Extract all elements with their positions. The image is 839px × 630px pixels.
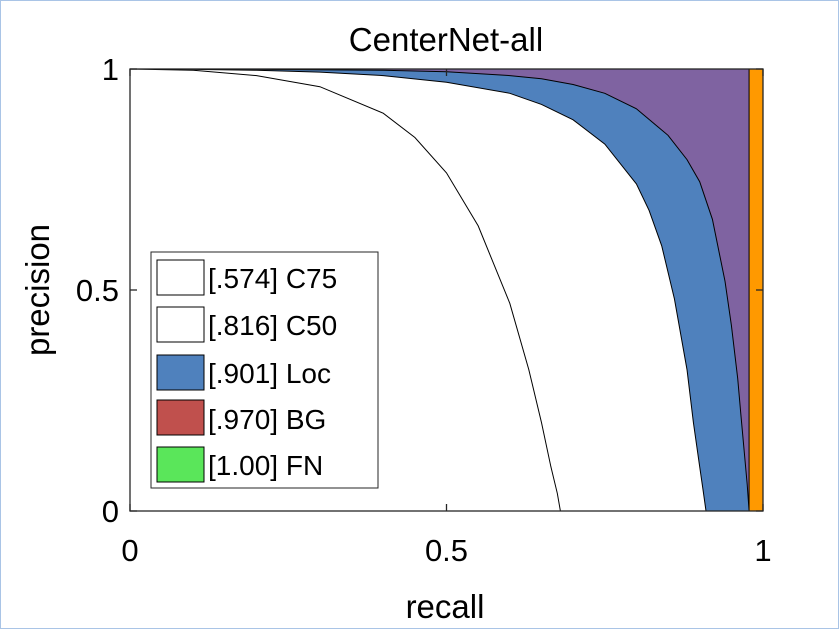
x-tick-label: 0: [121, 533, 138, 568]
tick-marks: [129, 68, 764, 512]
x-axis-label: recall: [406, 588, 485, 625]
legend: [.574] C75 [.816] C50 [.901] Loc [.970] …: [150, 251, 379, 489]
y-axis-label: precision: [19, 224, 56, 356]
legend-item-bg: [.970] BG: [156, 399, 326, 436]
x-tick-label: 0.5: [425, 533, 468, 568]
legend-swatch-loc: [156, 354, 205, 391]
y-tick-label: 0: [102, 494, 119, 529]
legend-swatch-c75: [156, 259, 205, 296]
legend-label-c50: [.816] C50: [208, 310, 337, 341]
legend-label-bg: [.970] BG: [208, 404, 326, 435]
y-tick-label: 1: [102, 52, 119, 87]
legend-label-fn: [1.00] FN: [208, 450, 323, 481]
legend-label-loc: [.901] Loc: [208, 358, 331, 389]
legend-label-c75: [.574] C75: [208, 263, 337, 294]
legend-swatch-fn: [156, 446, 205, 483]
legend-swatch-bg: [156, 399, 205, 436]
legend-item-fn: [1.00] FN: [156, 446, 323, 483]
legend-item-loc: [.901] Loc: [156, 354, 331, 391]
chart-title: CenterNet-all: [349, 21, 543, 58]
legend-swatch-c50: [156, 306, 205, 343]
legend-item-c50: [.816] C50: [156, 306, 337, 343]
x-tick-label: 1: [754, 533, 771, 568]
y-tick-label: 0.5: [76, 273, 119, 308]
legend-item-c75: [.574] C75: [156, 259, 337, 296]
